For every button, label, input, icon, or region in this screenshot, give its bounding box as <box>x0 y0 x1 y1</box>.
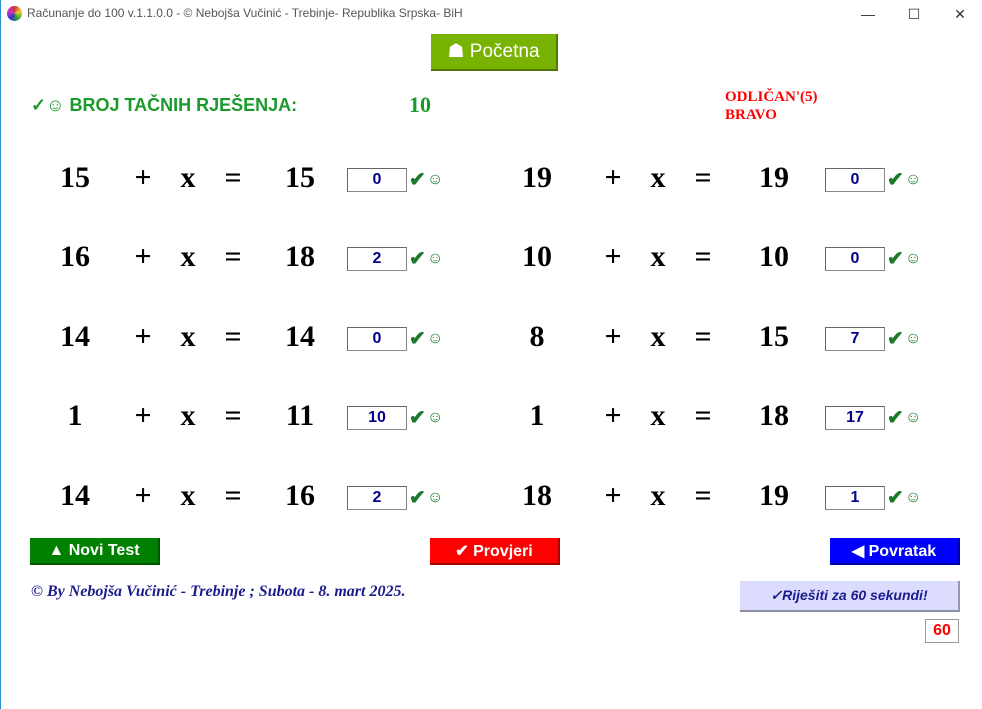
check-icon: ✔ <box>409 328 426 350</box>
equals-sign: = <box>224 399 242 432</box>
app-icon <box>7 6 22 21</box>
sum-value: 19 <box>759 479 789 512</box>
plus-sign: + <box>134 161 152 194</box>
addend-a: 15 <box>60 161 90 194</box>
equals-sign: = <box>694 320 712 353</box>
equals-sign: = <box>224 161 242 194</box>
unknown-x: x <box>180 479 196 512</box>
sum-value: 11 <box>285 399 315 432</box>
check-icon: ✔ <box>409 248 426 270</box>
window-title: Računanje do 100 v.1.1.0.0 - © Nebojša V… <box>27 6 463 20</box>
sum-value: 14 <box>285 320 315 353</box>
sum-value: 18 <box>759 399 789 432</box>
addend-a: 1 <box>67 399 83 432</box>
unknown-x: x <box>650 240 666 273</box>
equals-sign: = <box>224 240 242 273</box>
answer-input[interactable] <box>347 406 407 430</box>
smiley-icon: ☺ <box>427 250 444 267</box>
smiley-icon: ☺ <box>427 409 444 426</box>
addend-a: 10 <box>522 240 552 273</box>
check-icon: ✔ <box>887 328 904 350</box>
equals-sign: = <box>224 320 242 353</box>
plus-sign: + <box>134 240 152 273</box>
check-icon: ✔ <box>409 407 426 429</box>
smiley-icon: ☺ <box>427 171 444 188</box>
sum-value: 10 <box>759 240 789 273</box>
answer-input[interactable] <box>825 247 885 271</box>
answer-input[interactable] <box>347 168 407 192</box>
smiley-icon: ☺ <box>427 330 444 347</box>
check-icon: ✔ <box>409 487 426 509</box>
answer-input[interactable] <box>825 168 885 192</box>
smiley-icon: ☺ <box>905 330 922 347</box>
plus-sign: + <box>604 320 622 353</box>
plus-sign: + <box>604 161 622 194</box>
addend-a: 19 <box>522 161 552 194</box>
addend-a: 16 <box>60 240 90 273</box>
timed-mode-button[interactable]: ✓Riješiti za 60 sekundi! <box>740 581 960 612</box>
smiley-icon: ☺ <box>905 171 922 188</box>
unknown-x: x <box>650 399 666 432</box>
unknown-x: x <box>650 320 666 353</box>
check-button[interactable]: ✔ Provjeri <box>430 538 560 565</box>
sum-value: 19 <box>759 161 789 194</box>
answer-input[interactable] <box>347 327 407 351</box>
plus-sign: + <box>604 399 622 432</box>
sum-value: 18 <box>285 240 315 273</box>
title-bar: Računanje do 100 v.1.1.0.0 - © Nebojša V… <box>1 0 982 28</box>
equals-sign: = <box>694 399 712 432</box>
sum-value: 15 <box>759 320 789 353</box>
unknown-x: x <box>650 161 666 194</box>
timer-display: 60 <box>925 619 959 643</box>
sum-value: 16 <box>285 479 315 512</box>
answer-input[interactable] <box>825 406 885 430</box>
unknown-x: x <box>180 240 196 273</box>
unknown-x: x <box>180 320 196 353</box>
equals-sign: = <box>694 161 712 194</box>
addend-a: 18 <box>522 479 552 512</box>
unknown-x: x <box>180 161 196 194</box>
sum-value: 15 <box>285 161 315 194</box>
answer-input[interactable] <box>825 327 885 351</box>
maximize-button[interactable]: ☐ <box>907 6 921 22</box>
smiley-icon: ☺ <box>427 489 444 506</box>
addend-a: 8 <box>529 320 545 353</box>
check-icon: ✔ <box>887 487 904 509</box>
unknown-x: x <box>180 399 196 432</box>
addend-a: 14 <box>60 479 90 512</box>
equals-sign: = <box>694 240 712 273</box>
answer-input[interactable] <box>347 486 407 510</box>
check-icon: ✔ <box>887 169 904 191</box>
check-icon: ✔ <box>409 169 426 191</box>
home-button[interactable]: ☗ Početna <box>431 34 558 71</box>
smiley-icon: ☺ <box>905 250 922 267</box>
close-button[interactable]: ✕ <box>954 6 966 22</box>
smiley-icon: ☺ <box>905 409 922 426</box>
addend-a: 1 <box>529 399 545 432</box>
check-icon: ✔ <box>887 248 904 270</box>
new-test-button[interactable]: ▲ Novi Test <box>30 538 160 565</box>
plus-sign: + <box>134 320 152 353</box>
grade-line: ODLIČAN'(5) <box>725 89 818 105</box>
grade-text: ODLIČAN'(5) BRAVO <box>725 88 818 124</box>
equals-sign: = <box>694 479 712 512</box>
plus-sign: + <box>604 479 622 512</box>
grade-line: BRAVO <box>725 107 777 123</box>
answer-input[interactable] <box>825 486 885 510</box>
plus-sign: + <box>604 240 622 273</box>
correct-count-value: 10 <box>409 92 431 117</box>
plus-sign: + <box>134 479 152 512</box>
back-button[interactable]: ◀ Povratak <box>830 538 960 565</box>
plus-sign: + <box>134 399 152 432</box>
check-icon: ✔ <box>887 407 904 429</box>
addend-a: 14 <box>60 320 90 353</box>
equals-sign: = <box>224 479 242 512</box>
minimize-button[interactable]: — <box>861 6 875 22</box>
answer-input[interactable] <box>347 247 407 271</box>
smiley-icon: ☺ <box>905 489 922 506</box>
correct-count-label: ✓☺ BROJ TAČNIH RJEŠENJA: <box>31 95 298 115</box>
unknown-x: x <box>650 479 666 512</box>
footer-credit: © By Nebojša Vučinić - Trebinje ; Subota… <box>31 583 406 600</box>
